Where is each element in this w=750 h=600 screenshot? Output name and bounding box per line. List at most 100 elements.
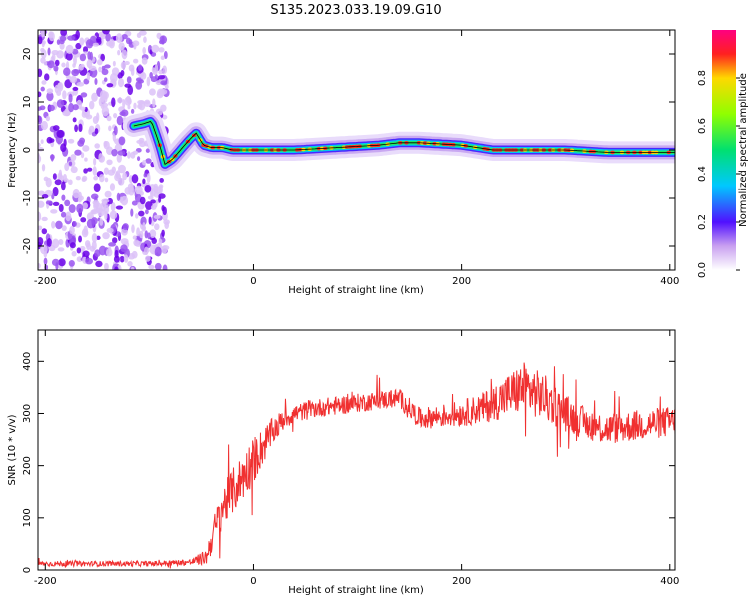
colorbar-tick-label: 0.6	[697, 118, 708, 134]
colorbar-tick-label: 0.0	[697, 262, 708, 278]
spectrogram-noise-cell	[158, 193, 166, 199]
spectrogram-noise-cell	[99, 90, 108, 100]
spectrogram-noise-cell	[45, 177, 52, 188]
spectrogram-noise-cell	[40, 120, 48, 131]
spectrogram-noise-cell	[122, 172, 128, 181]
spectrogram-noise-cell	[111, 166, 116, 174]
spectrogram-noise-cell	[69, 242, 76, 249]
spectrogram-noise-cell	[92, 42, 99, 47]
spectrogram-noise-cell	[117, 77, 125, 88]
spectrogram-noise-cell	[104, 262, 109, 270]
spectrogram-noise-cell	[70, 154, 77, 162]
snr-x-tick-label: 400	[660, 576, 679, 587]
spectrogram-noise-cell	[38, 142, 41, 148]
spectrogram-noise-cell	[126, 151, 131, 159]
spectrogram-noise-cell	[164, 221, 170, 230]
spectrogram-noise-cell	[52, 186, 59, 197]
colorbar-label: Normalized spectral amplitude	[738, 73, 749, 227]
spectrogram-noise-cell	[65, 211, 72, 222]
spectrogram-noise-cell	[96, 112, 100, 122]
spectrogram-noise-cell	[161, 245, 168, 254]
spectrogram-noise-cell	[145, 148, 151, 153]
spectrogram-noise-cell	[125, 95, 131, 104]
spectrogram-noise-cell	[56, 39, 61, 45]
spectrogram-noise-cell	[41, 228, 48, 235]
spectrogram-noise-cell	[122, 223, 129, 231]
spectrogram-noise-cell	[144, 246, 149, 256]
spectrogram-noise-cell	[50, 209, 58, 214]
spectrogram-noise-cell	[131, 224, 135, 234]
spectrogram-x-tick-label: -200	[34, 276, 57, 287]
spectrogram-noise-cell	[38, 236, 44, 246]
snr-series-line	[38, 362, 675, 569]
spectrogram-noise-cell	[144, 184, 152, 193]
spectrogram-noise-cell	[108, 125, 112, 132]
spectrogram-noise-cell	[149, 72, 153, 79]
spectrogram-noise-cell	[157, 75, 166, 80]
spectrogram-noise-cell	[77, 197, 82, 203]
spectrogram-noise-cell	[94, 143, 100, 149]
spectrogram-noise-cell	[130, 208, 134, 217]
spectrogram-noise-cell	[118, 136, 126, 146]
spectrogram-noise-cell	[56, 129, 65, 138]
spectrogram-noise-cell	[126, 76, 132, 84]
spectrogram-noise-cell	[140, 216, 147, 226]
spectrogram-noise-cell	[80, 92, 88, 98]
spectrogram-noise-cell	[76, 81, 85, 87]
spectrogram-noise-cell	[72, 221, 77, 227]
spectrogram-noise-cell	[68, 93, 73, 103]
spectrogram-noise-cell	[44, 73, 50, 81]
spectrogram-noise-cell	[60, 143, 67, 153]
spectrogram-noise-cell	[151, 44, 160, 53]
spectrogram-noise-cell	[164, 84, 169, 90]
spectrogram-noise-cell	[137, 99, 145, 105]
spectrogram-noise-cell	[46, 91, 54, 102]
spectrogram-noise-cell	[48, 138, 55, 143]
spectrogram-noise-cell	[38, 91, 42, 98]
spectrogram-noise-cell	[59, 42, 65, 50]
spectrogram-noise-cell	[72, 63, 76, 68]
spectrogram-noise-cell	[43, 257, 48, 265]
spectrogram-noise-cell	[48, 31, 55, 42]
spectrogram-noise-cell	[73, 55, 77, 66]
spectrogram-noise-cell	[78, 123, 83, 133]
spectrogram-noise-cell	[83, 168, 88, 174]
spectrogram-noise-cell	[130, 67, 135, 77]
spectrogram-noise-cell	[132, 235, 137, 240]
spectrogram-noise-cell	[116, 115, 124, 126]
spectrogram-heatmap	[38, 30, 675, 270]
spectrogram-noise-cell	[38, 211, 42, 222]
spectrogram-noise-cell	[92, 166, 97, 176]
spectrogram-noise-cell	[76, 256, 83, 262]
spectrogram-noise-cell	[51, 220, 56, 229]
spectrogram-noise-cell	[99, 218, 104, 226]
spectrogram-noise-cell	[127, 104, 131, 110]
spectrogram-noise-cell	[58, 258, 66, 267]
colorbar-tick-label: 0.8	[697, 70, 708, 86]
spectrogram-noise-cell	[105, 32, 111, 42]
spectrogram-noise-cell	[121, 49, 128, 60]
spectrogram-noise-cell	[58, 238, 64, 246]
spectrogram-noise-cell	[93, 158, 97, 166]
spectrogram-noise-cell	[111, 97, 116, 108]
spectrogram-noise-cell	[89, 100, 95, 110]
spectrogram-noise-cell	[69, 75, 78, 84]
spectrogram-noise-cell	[75, 42, 82, 50]
spectrogram-noise-cell	[94, 78, 98, 86]
spectrogram-noise-cell	[61, 62, 66, 68]
spectrogram-noise-cell	[67, 138, 75, 144]
spectrogram-noise-cell	[138, 210, 145, 217]
spectrogram-noise-cell	[136, 156, 141, 162]
colorbar: 0.0 0.2 0.4 0.6 0.8 Normalized spectral ampl…	[697, 30, 749, 278]
spectrogram-noise-cell	[108, 39, 115, 49]
spectrogram-noise-cell	[139, 141, 146, 148]
spectrogram-noise-cell	[148, 264, 155, 270]
spectrogram-noise-cell	[127, 183, 134, 191]
spectrogram-noise-cell	[161, 229, 165, 237]
spectrogram-noise-cell	[40, 244, 48, 255]
spectrogram-y-tick-label: 0	[22, 147, 33, 153]
spectrogram-noise-cell	[137, 64, 143, 71]
spectrogram-noise-cell	[80, 152, 85, 159]
spectrogram-noise-cell	[158, 69, 163, 75]
